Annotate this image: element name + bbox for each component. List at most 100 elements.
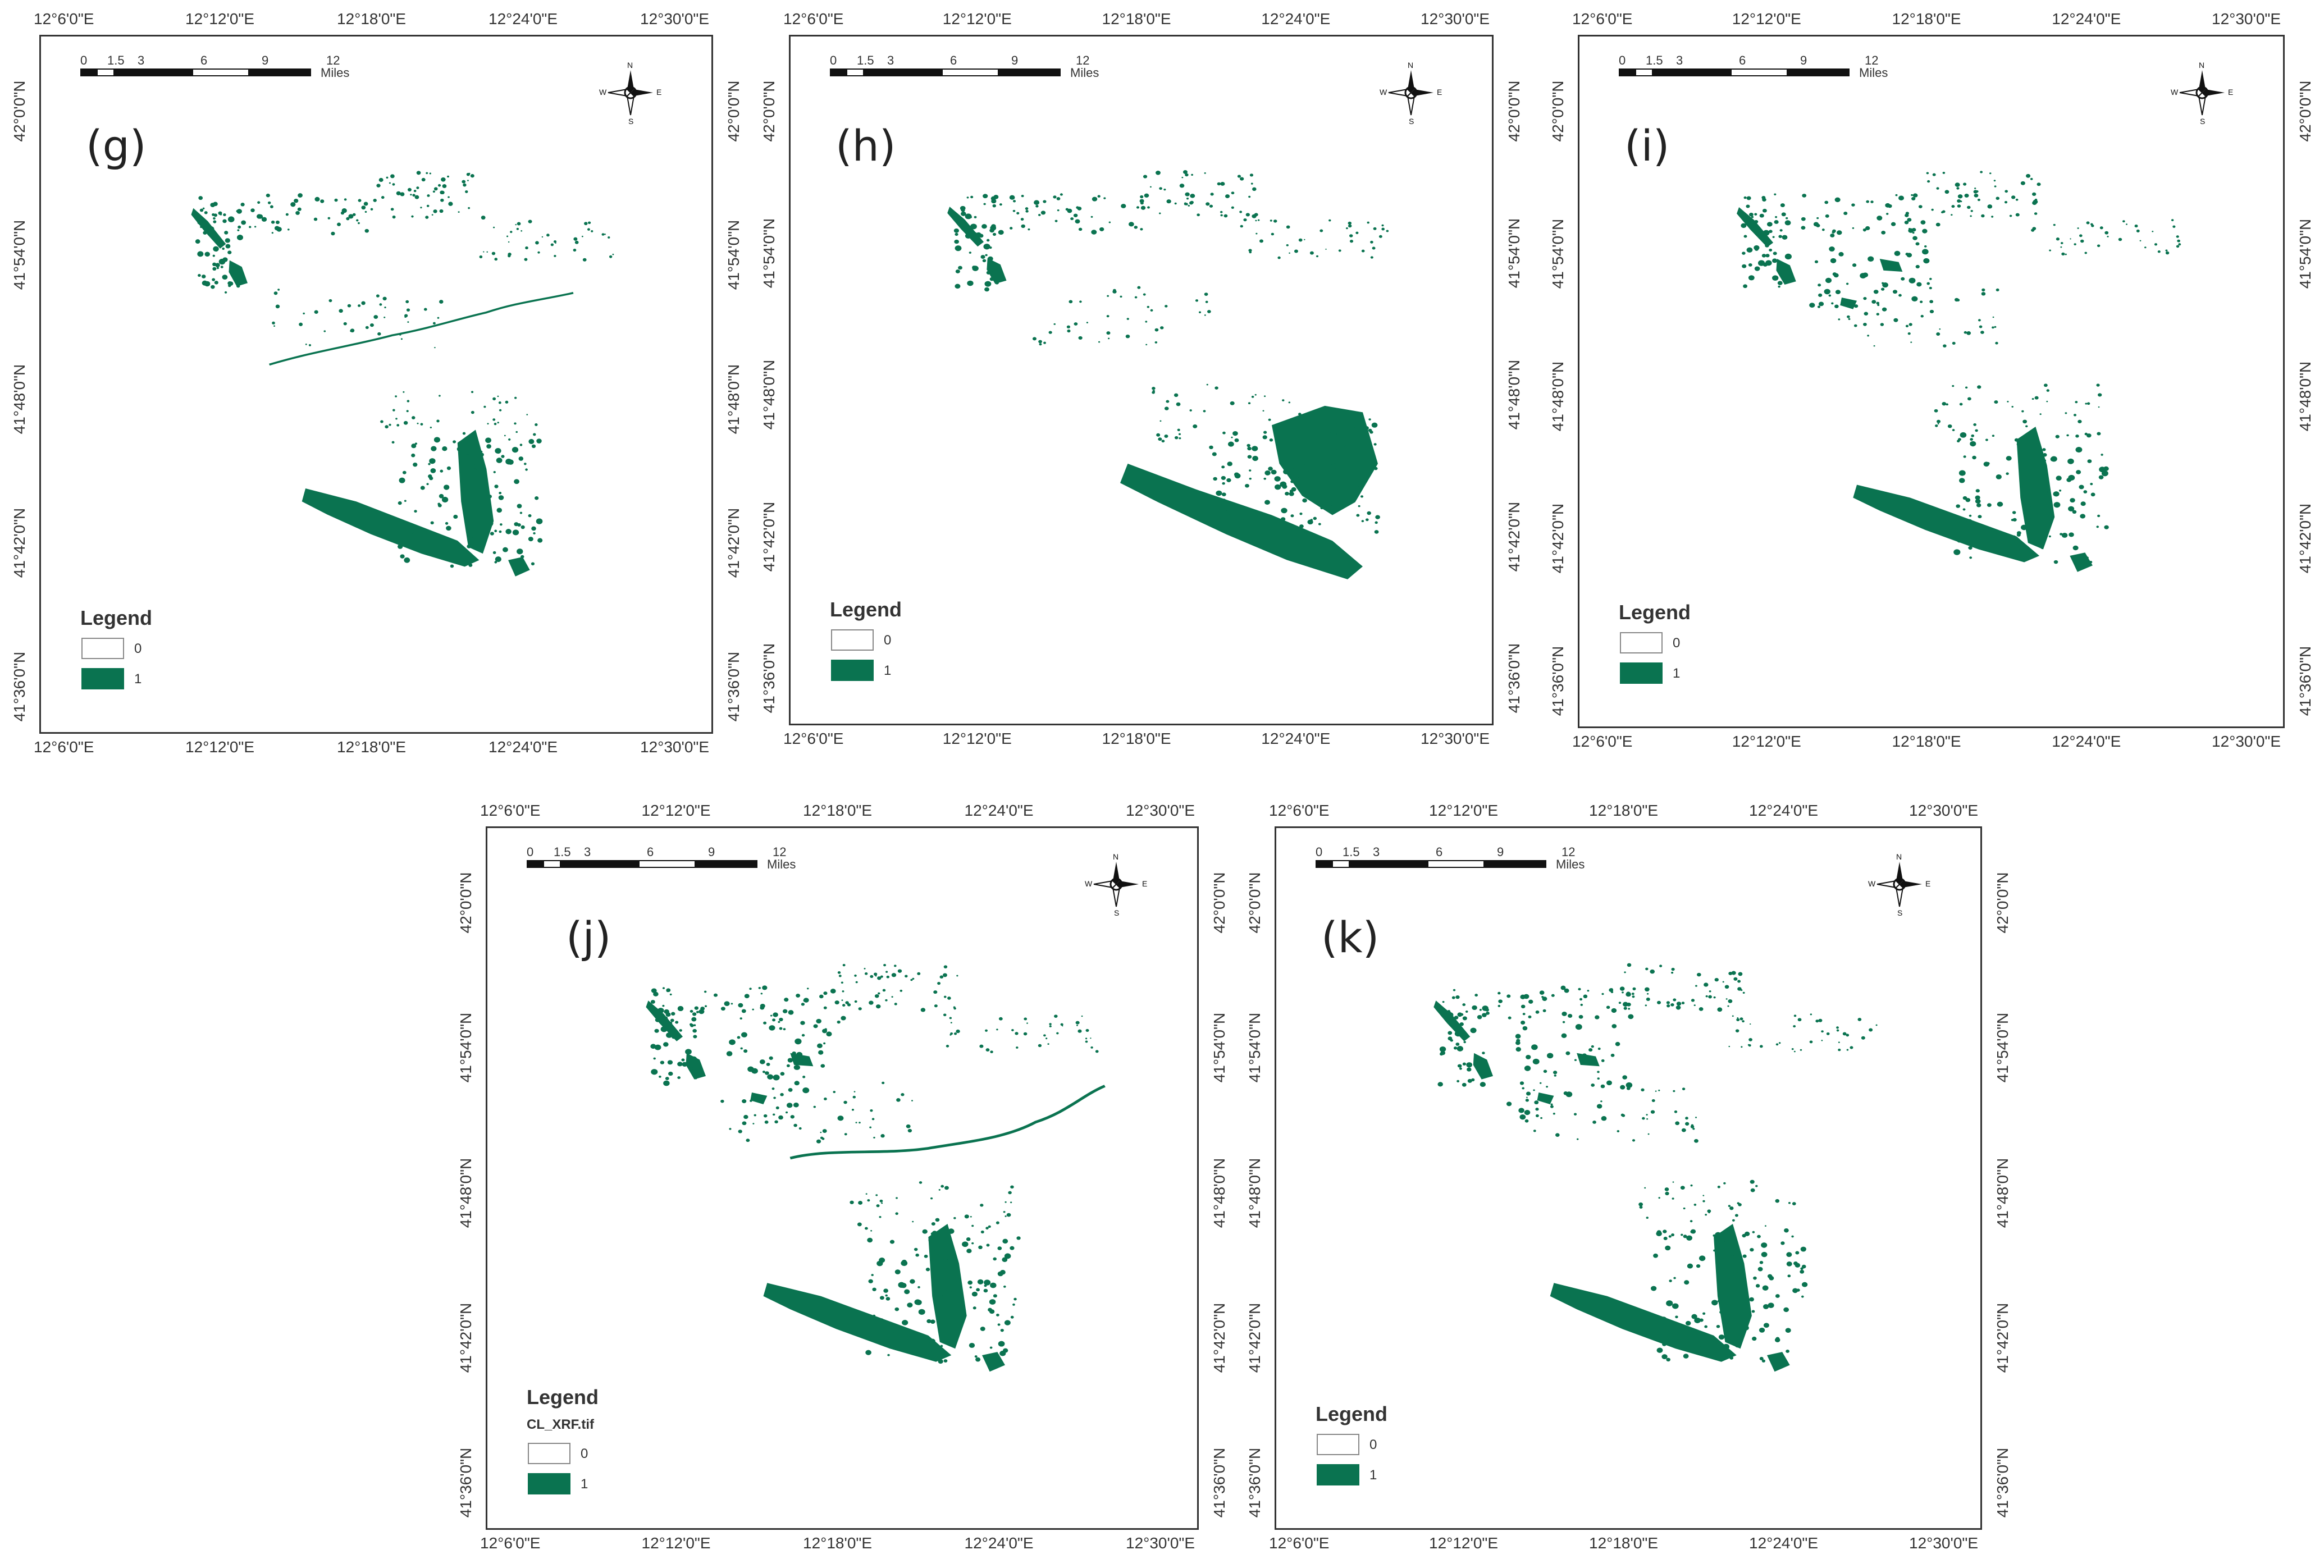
longitude-tick-label: 12°18'0"E xyxy=(337,738,407,756)
presence-cell xyxy=(376,294,380,298)
presence-cell xyxy=(2024,504,2031,509)
presence-cell xyxy=(886,975,890,979)
presence-cell xyxy=(204,252,210,257)
presence-cell xyxy=(1959,403,1963,406)
presence-cell xyxy=(462,432,466,435)
presence-cell xyxy=(1351,424,1355,428)
presence-cell xyxy=(1271,232,1275,236)
presence-cell xyxy=(2025,518,2033,524)
presence-cell xyxy=(834,1000,839,1005)
presence-cell xyxy=(742,1099,747,1104)
presence-cell xyxy=(837,1020,841,1024)
presence-cell xyxy=(1497,1004,1501,1007)
presence-cell xyxy=(525,468,528,471)
presence-cell xyxy=(1248,249,1252,252)
presence-cell xyxy=(1506,1101,1512,1107)
presence-cell xyxy=(980,1230,984,1233)
scale-bar-tick: 3 xyxy=(1676,53,1683,67)
presence-cell xyxy=(1677,1007,1680,1010)
presence-cell xyxy=(423,308,427,311)
presence-cell xyxy=(1622,1075,1627,1080)
presence-cell xyxy=(1191,173,1194,176)
presence-cell xyxy=(1310,519,1313,522)
presence-cell xyxy=(1554,1074,1556,1077)
presence-cell xyxy=(442,184,447,189)
legend-swatch-1 xyxy=(1317,1464,1359,1485)
classification-map xyxy=(1433,963,1878,1372)
presence-cell xyxy=(989,1299,996,1305)
presence-cell xyxy=(1978,515,1982,519)
presence-cell xyxy=(1750,1247,1754,1252)
presence-cell xyxy=(1929,286,1932,290)
presence-cell xyxy=(682,1062,688,1067)
presence-cell xyxy=(1646,993,1649,995)
presence-cell xyxy=(1815,1020,1819,1023)
presence-cell xyxy=(1650,1110,1655,1114)
presence-cell xyxy=(440,190,444,195)
presence-cell xyxy=(1963,182,1967,186)
presence-cell xyxy=(1713,996,1716,999)
presence-cell xyxy=(1535,1114,1539,1117)
presence-cell xyxy=(1661,1323,1666,1328)
presence-cell xyxy=(2136,229,2140,232)
presence-cell xyxy=(471,391,474,394)
presence-cell xyxy=(222,257,228,262)
presence-cell xyxy=(437,502,441,505)
presence-cell xyxy=(1355,468,1360,472)
presence-cell xyxy=(1958,478,1965,483)
presence-cell xyxy=(337,222,341,226)
presence-cell xyxy=(436,419,440,423)
presence-cell xyxy=(1016,1236,1021,1240)
presence-cell xyxy=(2037,182,2041,186)
presence-cell xyxy=(769,1025,775,1031)
presence-cell xyxy=(1165,305,1168,308)
presence-cell xyxy=(377,332,381,336)
presence-cell xyxy=(984,281,992,287)
presence-cell xyxy=(1010,1185,1014,1189)
presence-cell xyxy=(993,195,999,199)
presence-cell xyxy=(1231,436,1233,438)
presence-cell xyxy=(1911,194,1914,196)
presence-cell xyxy=(1891,268,1893,270)
presence-cell xyxy=(1076,1025,1078,1026)
longitude-tick-label: 12°18'0"E xyxy=(1589,802,1659,819)
presence-cell xyxy=(550,243,554,246)
legend-swatch-1 xyxy=(528,1473,570,1494)
presence-cell xyxy=(816,1139,821,1144)
presence-cell xyxy=(519,444,523,446)
presence-cell xyxy=(1081,1015,1083,1017)
presence-cell xyxy=(1601,1116,1607,1121)
presence-cell xyxy=(1035,205,1039,208)
presence-cell xyxy=(453,440,456,444)
presence-cell xyxy=(988,1308,993,1312)
presence-cell xyxy=(942,1295,945,1298)
presence-cell xyxy=(796,994,801,998)
presence-cell xyxy=(739,1017,742,1020)
presence-cell xyxy=(779,1027,783,1030)
presence-cell xyxy=(864,968,866,970)
presence-cell xyxy=(1681,1233,1683,1236)
presence-cell xyxy=(1521,1021,1526,1025)
presence-cell xyxy=(2070,238,2071,240)
presence-cell xyxy=(938,1359,943,1364)
scale-bar-tick: 6 xyxy=(950,53,957,67)
presence-cell xyxy=(1286,244,1289,246)
presence-cell xyxy=(433,209,437,213)
presence-cell xyxy=(197,251,204,257)
presence-cell xyxy=(1733,1268,1739,1273)
presence-cell xyxy=(1774,220,1779,224)
presence-cell xyxy=(1774,1337,1780,1342)
longitude-tick-label: 12°24'0"E xyxy=(1749,1534,1819,1552)
scale-bar-segment xyxy=(130,68,193,76)
presence-cell xyxy=(1075,1021,1080,1025)
presence-cell xyxy=(1791,1048,1794,1050)
presence-cell xyxy=(356,219,359,222)
presence-cell xyxy=(767,1074,774,1080)
presence-cell xyxy=(1348,224,1352,228)
presence-cell xyxy=(671,1012,675,1016)
presence-cell xyxy=(1786,217,1788,220)
presence-cell xyxy=(1343,445,1346,447)
presence-cell xyxy=(1904,221,1909,225)
presence-cell xyxy=(816,1018,821,1024)
latitude-tick-label: 42°0'0"N xyxy=(2296,80,2314,142)
